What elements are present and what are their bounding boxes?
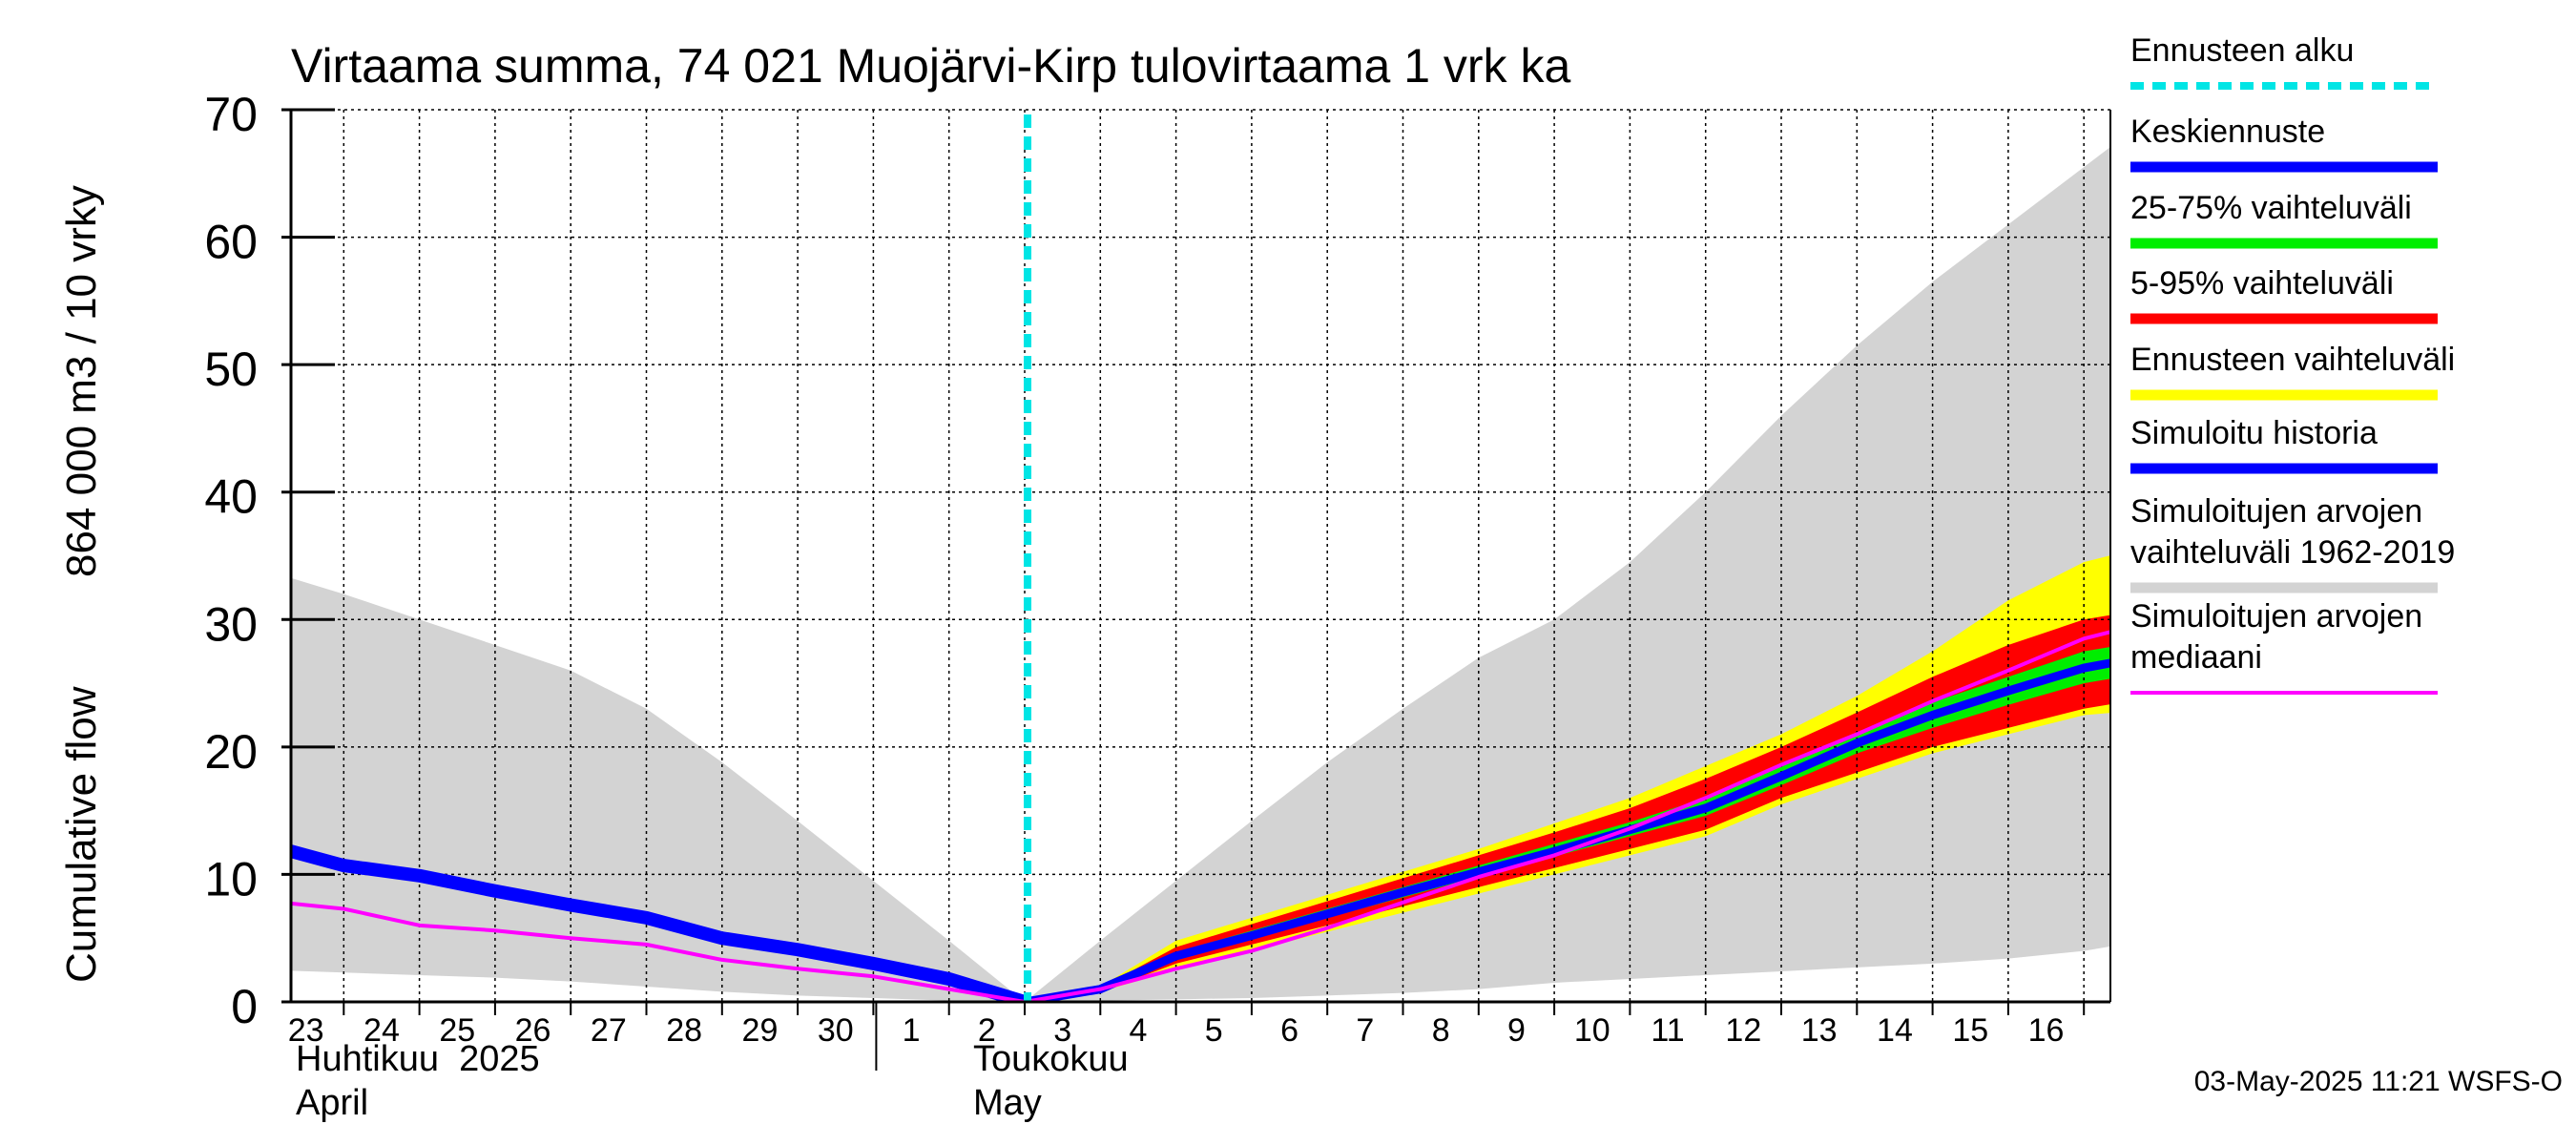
band-simuloitujen-arvojen-vaihteluv-li-1962-2019 [291, 147, 2110, 1002]
y-tick-label-0: 0 [231, 980, 258, 1033]
x-tick-label-15: 15 [1952, 1012, 1988, 1049]
x-tick-label-27: 27 [591, 1012, 627, 1049]
y-tick-label-70: 70 [204, 88, 258, 141]
legend-item-25-75-vaihteluv-li-label-0: 25-75% vaihteluväli [2130, 190, 2412, 226]
band-25-75-vaihteluv-li [1025, 646, 2110, 1002]
y-axis-label-right: 864 000 m3 / 10 vrky [58, 185, 105, 577]
legend-item-simuloitujen-arvojen-vaihteluv-li-1962-2019-label-0: Simuloitujen arvojen [2130, 493, 2422, 530]
x-tick-label-14: 14 [1877, 1012, 1913, 1049]
x-tick-label-12: 12 [1725, 1012, 1761, 1049]
x-tick-label-16: 16 [2028, 1012, 2065, 1049]
line-simuloitu-historia [291, 843, 1028, 1002]
x-tick-label-11: 11 [1651, 1012, 1684, 1049]
month-label-april-fi: Huhtikuu 2025 [296, 1039, 540, 1079]
x-tick-label-3: 3 [1053, 1012, 1071, 1049]
legend-item-keskiennuste-label-0: Keskiennuste [2130, 114, 2325, 150]
y-tick-label-10: 10 [204, 852, 258, 906]
chart-title: Virtaama summa, 74 021 Muojärvi-Kirp tul… [291, 39, 1570, 93]
legend-item-simuloitujen-arvojen-mediaani: Simuloitujen arvojen mediaani [2130, 598, 2438, 695]
footer-timestamp: 03-May-2025 11:21 WSFS-O [2194, 1066, 2563, 1097]
y-tick-label-50: 50 [204, 343, 258, 396]
legend-item-simuloitujen-arvojen-vaihteluv-li-1962-2019-label-1: vaihteluväli 1962-2019 [2130, 534, 2455, 571]
x-tick-label-5: 5 [1205, 1012, 1223, 1049]
x-tick-label-25: 25 [439, 1012, 475, 1049]
legend-item-simuloitu-historia-label-0: Simuloitu historia [2130, 415, 2378, 451]
legend-item-simuloitujen-arvojen-vaihteluv-li-1962-2019: Simuloitujen arvojen vaihteluväli 1962-20… [2130, 493, 2455, 593]
legend-item-keskiennuste: Keskiennuste [2130, 114, 2438, 173]
x-tick-label-9: 9 [1507, 1012, 1526, 1049]
x-tick-label-23: 23 [288, 1012, 324, 1049]
legend-item-ennusteen-vaihteluv-li-label-0: Ennusteen vaihteluväli [2130, 342, 2455, 378]
legend: Ennusteen alku Keskiennuste 25-75% vaihtel… [2130, 32, 2455, 695]
x-tick-label-24: 24 [364, 1012, 400, 1049]
y-axis-label-left: Cumulative flow [58, 686, 105, 983]
x-tick-label-29: 29 [742, 1012, 779, 1049]
month-label-may-fi: Toukokuu [973, 1039, 1129, 1079]
month-label-may-en: May [973, 1083, 1042, 1123]
legend-item-simuloitujen-arvojen-mediaani-label-0: Simuloitujen arvojen [2130, 598, 2422, 635]
y-tick-label-30: 30 [204, 597, 258, 651]
y-tick-label-60: 60 [204, 216, 258, 269]
legend-item-25-75-vaihteluv-li: 25-75% vaihteluväli [2130, 190, 2438, 249]
month-label-april-en: April [296, 1083, 368, 1123]
bands-layer [291, 147, 2110, 1002]
band-5-95-vaihteluv-li [1025, 614, 2110, 1002]
legend-item-simuloitu-historia: Simuloitu historia [2130, 415, 2438, 474]
legend-item-ennusteen-vaihteluv-li: Ennusteen vaihteluväli [2130, 342, 2455, 401]
x-tick-label-10: 10 [1574, 1012, 1610, 1049]
x-tick-label-7: 7 [1356, 1012, 1374, 1049]
legend-item-5-95-vaihteluv-li-label-0: 5-95% vaihteluväli [2130, 265, 2394, 302]
line-simuloitujen-arvojen-mediaani [291, 630, 2110, 1002]
x-tick-label-26: 26 [515, 1012, 551, 1049]
legend-item-5-95-vaihteluv-li: 5-95% vaihteluväli [2130, 265, 2438, 324]
x-tick-label-30: 30 [818, 1012, 854, 1049]
y-tick-label-40: 40 [204, 470, 258, 524]
y-tick-label-20: 20 [204, 725, 258, 779]
x-tick-label-28: 28 [666, 1012, 702, 1049]
legend-item-simuloitujen-arvojen-mediaani-label-1: mediaani [2130, 639, 2262, 676]
x-tick-label-13: 13 [1801, 1012, 1838, 1049]
legend-item-ennusteen-alku: Ennusteen alku [2130, 32, 2438, 90]
lines-layer [291, 114, 2110, 1002]
x-tick-label-6: 6 [1280, 1012, 1298, 1049]
x-tick-label-2: 2 [978, 1012, 996, 1049]
x-tick-label-1: 1 [903, 1012, 921, 1049]
x-tick-label-8: 8 [1432, 1012, 1450, 1049]
legend-item-ennusteen-alku-label-0: Ennusteen alku [2130, 32, 2354, 69]
x-tick-label-4: 4 [1129, 1012, 1147, 1049]
